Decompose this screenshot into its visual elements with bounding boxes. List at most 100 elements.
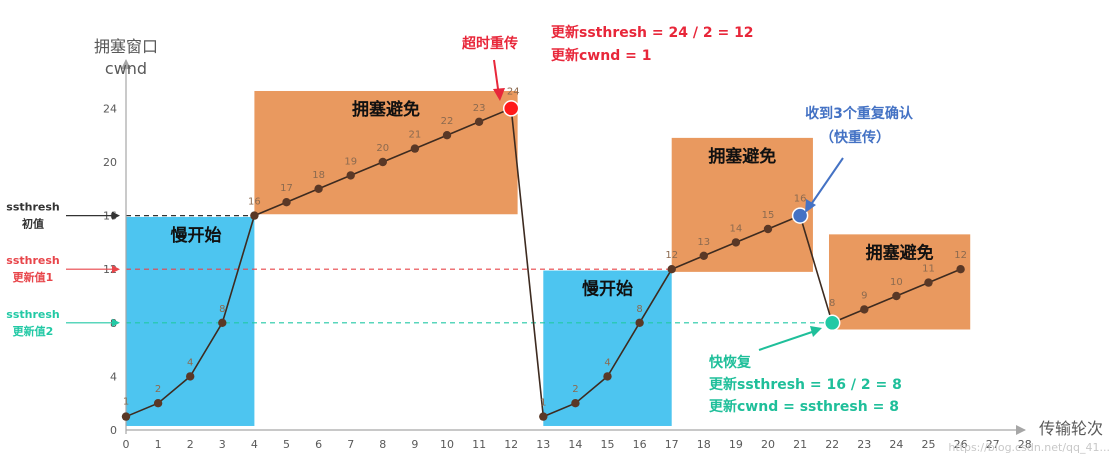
x-tick-6: 6 — [315, 438, 322, 451]
point-label-5: 17 — [280, 183, 293, 194]
fast-recovery-arrow — [758, 330, 816, 351]
x-tick-9: 9 — [411, 438, 418, 451]
series-segment-2 — [510, 108, 545, 417]
timeout-update-ssthresh: 更新ssthresh = 24 / 2 = 12 — [551, 24, 754, 41]
y-axis-title-sub: cwnd — [105, 59, 147, 78]
threshold-sublabel-2: 更新值2 — [13, 324, 54, 338]
point-label-6: 18 — [312, 170, 325, 181]
watermark: https://blog.csdn.net/qq_41... — [948, 441, 1110, 454]
x-axis-title: 传输轮次 — [1039, 419, 1103, 438]
point-label-9: 21 — [409, 130, 422, 141]
point-label-14: 2 — [572, 384, 578, 395]
data-point-6 — [314, 184, 323, 193]
x-tick-24: 24 — [889, 438, 903, 451]
point-label-23: 9 — [861, 290, 867, 301]
data-point-24 — [892, 291, 901, 301]
y-tick-20: 20 — [103, 156, 117, 169]
x-tick-17: 17 — [665, 438, 679, 451]
data-point-17 — [667, 265, 676, 274]
point-label-18: 13 — [697, 237, 710, 248]
threshold-labels-layer: ssthresh 初值 ssthresh 更新值1 ssthresh 更新值2 — [6, 201, 120, 338]
highlight-point-1 — [791, 207, 809, 224]
point-label-8: 20 — [376, 143, 389, 154]
axes-layer: 拥塞窗口 cwnd 传输轮次 — [94, 37, 1103, 438]
fast-retransmit-label: （快重传） — [820, 129, 890, 146]
x-tick-19: 19 — [729, 438, 743, 451]
x-tick-15: 15 — [601, 438, 615, 451]
threshold-arrowhead-0 — [112, 211, 120, 220]
timeout-label: 超时重传 — [461, 35, 518, 52]
data-point-13 — [539, 412, 548, 421]
data-point-11 — [474, 117, 484, 127]
fast-recovery-ssthresh: 更新ssthresh = 16 / 2 = 8 — [709, 376, 902, 393]
data-point-3 — [218, 318, 227, 327]
region-1 — [254, 90, 518, 215]
threshold-label-2: ssthresh — [6, 308, 59, 321]
x-tick-14: 14 — [568, 438, 582, 451]
x-tick-12: 12 — [504, 438, 518, 451]
point-label-13: 1 — [540, 398, 546, 409]
points-layer — [121, 100, 965, 421]
point-label-0: 1 — [123, 397, 129, 408]
data-point-16 — [635, 318, 644, 327]
x-tick-8: 8 — [379, 438, 386, 451]
x-tick-22: 22 — [825, 438, 839, 451]
x-tick-26: 26 — [954, 438, 968, 451]
data-point-23 — [860, 305, 869, 314]
x-tick-5: 5 — [283, 438, 290, 451]
point-label-21: 16 — [794, 194, 807, 205]
point-labels-layer: 1248161718192021222324124812131415168910… — [123, 86, 967, 408]
x-tick-10: 10 — [440, 438, 454, 451]
fast-recovery-arrowhead — [810, 326, 822, 337]
region-label-4: 拥塞避免 — [866, 242, 934, 263]
x-tick-21: 21 — [793, 438, 807, 451]
data-point-4 — [250, 211, 259, 220]
region-label-3: 拥塞避免 — [708, 146, 776, 167]
x-tick-0: 0 — [123, 438, 130, 451]
highlight-point-0 — [502, 100, 520, 117]
data-point-20 — [763, 224, 773, 234]
point-label-1: 2 — [155, 384, 161, 395]
x-tick-11: 11 — [472, 438, 486, 451]
data-point-2 — [186, 372, 195, 381]
y-tick-4: 4 — [110, 370, 117, 383]
series-segment-5 — [799, 215, 833, 324]
y-tick-0: 0 — [110, 424, 117, 437]
data-point-26 — [956, 265, 965, 274]
x-tick-25: 25 — [922, 438, 936, 451]
data-point-7 — [346, 171, 355, 180]
y-axis-title: 拥塞窗口 — [94, 37, 158, 56]
threshold-label-0: ssthresh — [6, 201, 59, 214]
timeout-arrowhead — [493, 88, 505, 101]
point-label-20: 15 — [762, 210, 775, 221]
x-tick-20: 20 — [761, 438, 775, 451]
region-3 — [671, 137, 813, 272]
point-label-15: 4 — [604, 357, 610, 368]
threshold-label-1: ssthresh — [6, 254, 59, 267]
point-label-7: 19 — [344, 156, 357, 167]
point-label-12: 24 — [507, 86, 520, 97]
point-label-16: 8 — [636, 304, 642, 315]
y-tick-24: 24 — [103, 102, 117, 115]
x-tick-2: 2 — [187, 438, 194, 451]
region-0 — [126, 216, 255, 426]
ticks-layer: 0 1 2 3 4 5 6 7 8 9 10 11 12 13 14 15 16 17 18 19 20 21 22 23 24… — [103, 102, 1032, 451]
annotations-layer: 超时重传 更新ssthresh = 24 / 2 = 12 更新cwnd = 1… — [461, 24, 1110, 454]
data-point-25 — [924, 278, 933, 287]
threshold-arrowhead-1 — [112, 265, 120, 274]
threshold-sublabel-0: 初值 — [22, 217, 44, 231]
region-label-2: 慢开始 — [582, 279, 633, 300]
region-label-0: 慢开始 — [171, 225, 222, 246]
point-label-22: 8 — [829, 298, 835, 309]
fast-recovery-label: 快恢复 — [709, 354, 752, 371]
point-label-17: 12 — [665, 250, 678, 261]
data-point-9 — [410, 144, 420, 153]
x-tick-18: 18 — [697, 438, 711, 451]
timeout-update-cwnd: 更新cwnd = 1 — [551, 47, 651, 64]
threshold-lines-layer — [126, 215, 833, 324]
region-2 — [543, 270, 672, 426]
fast-recovery-cwnd: 更新cwnd = ssthresh = 8 — [709, 398, 899, 415]
